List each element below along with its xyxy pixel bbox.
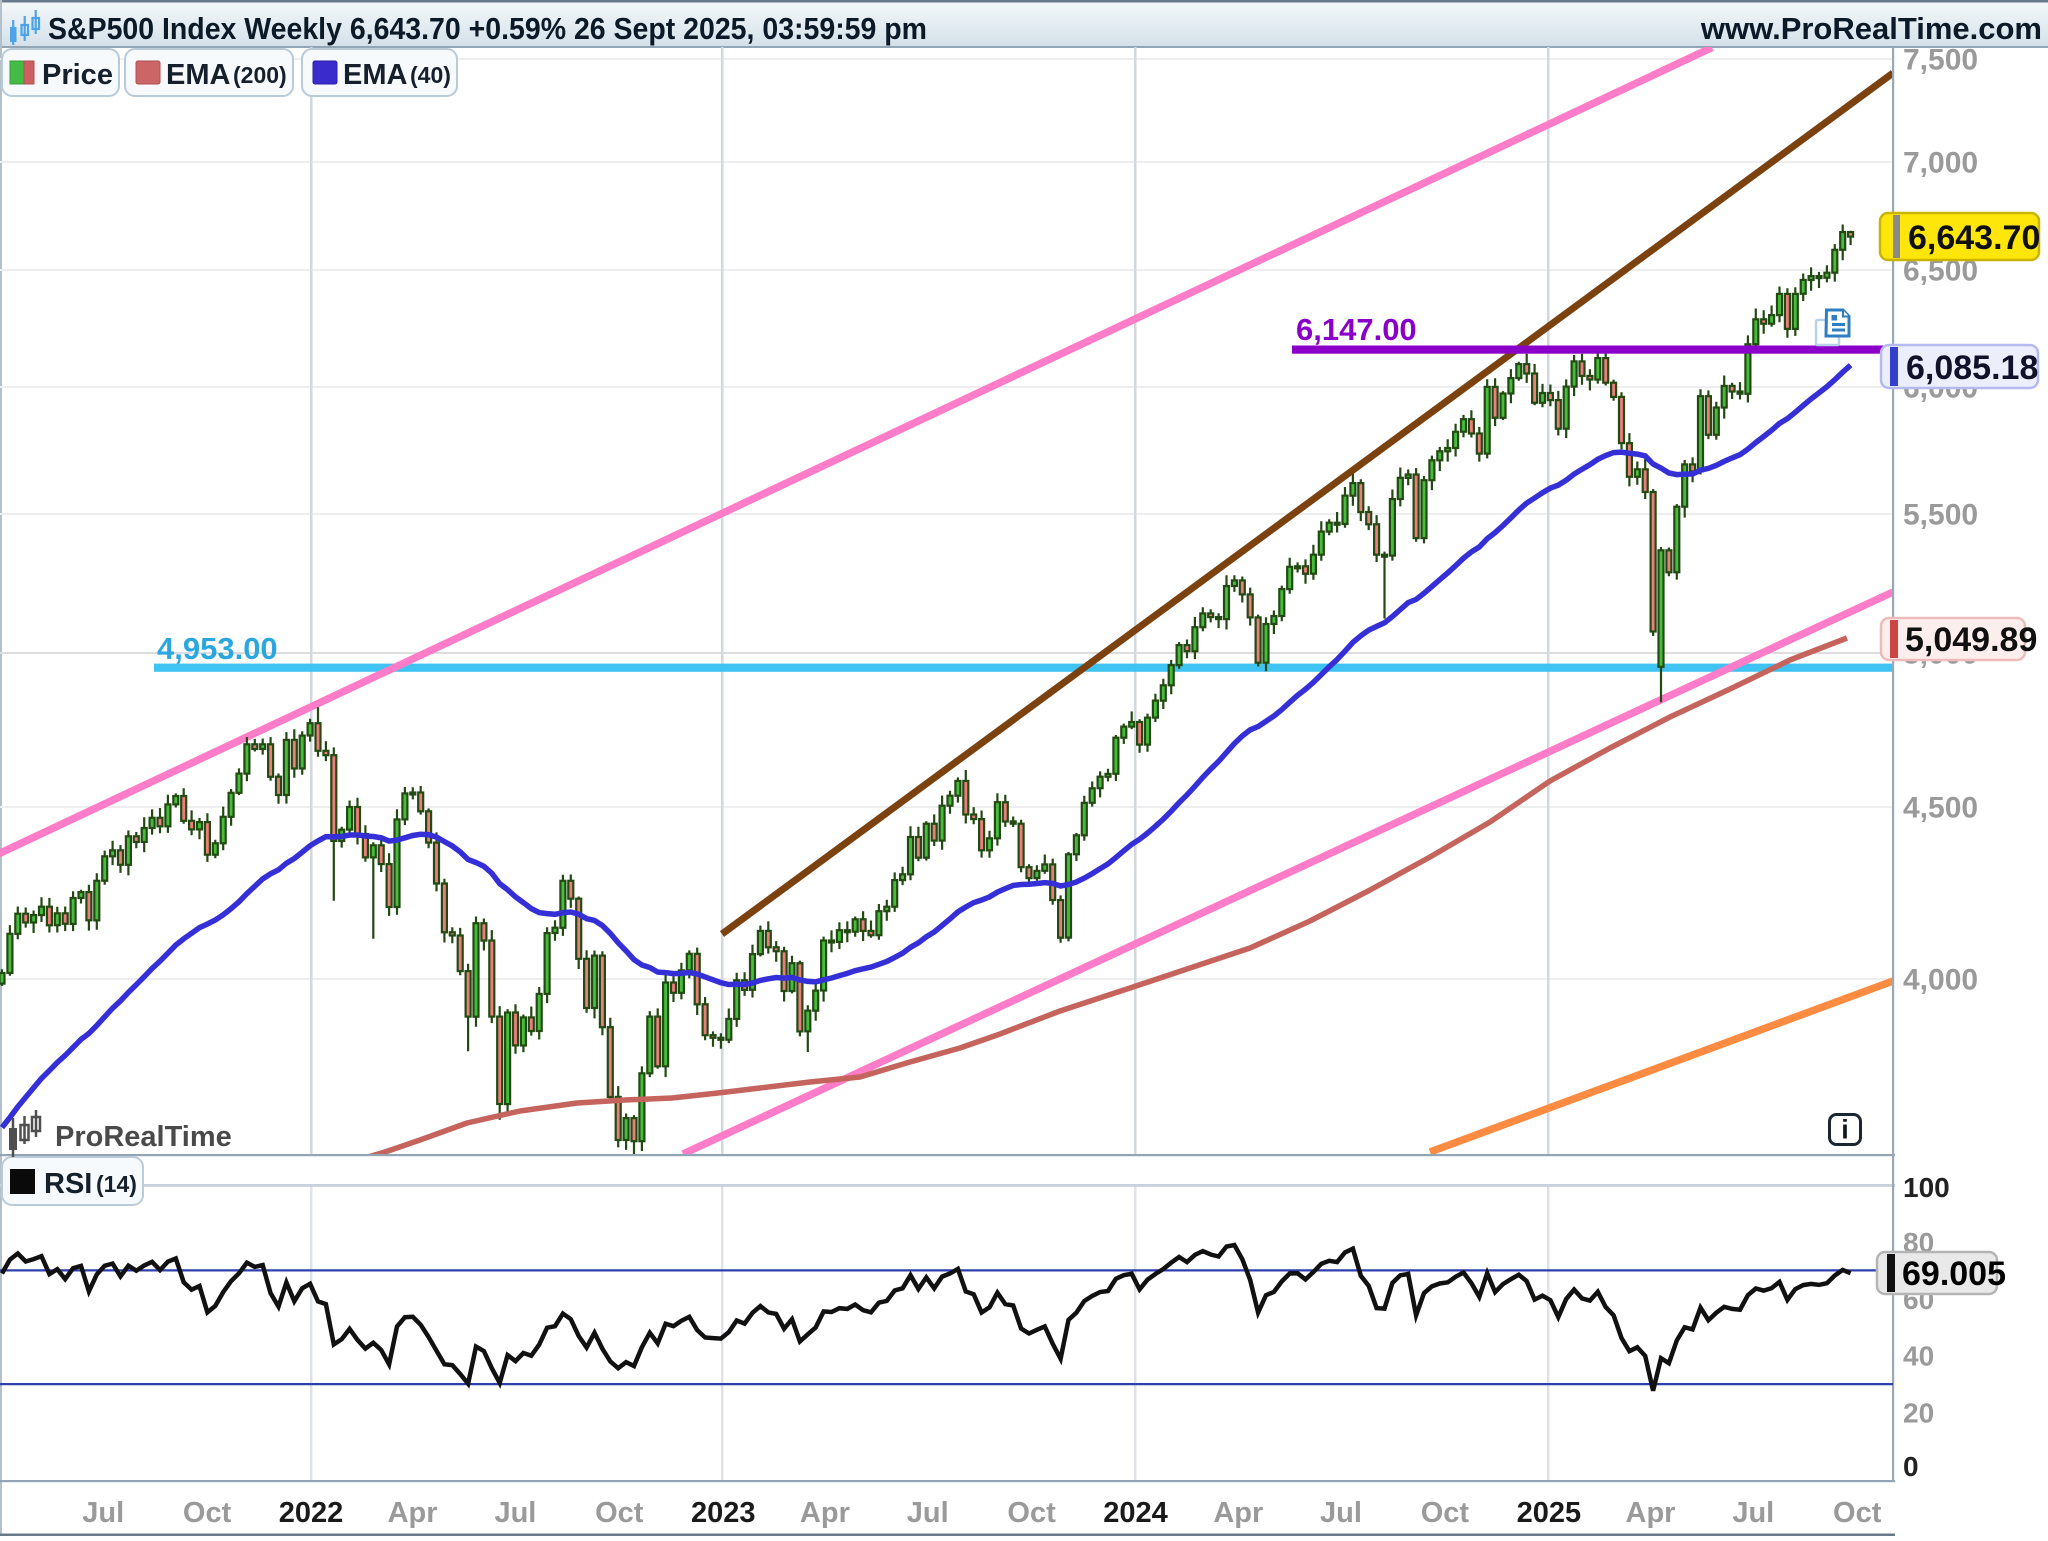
svg-text:100: 100 [1903,1172,1950,1203]
svg-text:Oct: Oct [183,1497,232,1529]
svg-text:Oct: Oct [1833,1497,1882,1529]
svg-text:Apr: Apr [1213,1497,1263,1529]
svg-text:www.ProRealTime.com: www.ProRealTime.com [1700,11,2042,46]
svg-text:EMA: EMA [166,59,231,91]
svg-text:6,643.70: 6,643.70 [1908,219,2040,257]
svg-text:(200): (200) [233,62,287,88]
svg-text:i: i [1841,1115,1849,1145]
svg-text:20: 20 [1903,1398,1934,1429]
svg-text:(14): (14) [96,1171,137,1197]
svg-text:7,500: 7,500 [1903,44,1978,77]
svg-text:Jul: Jul [82,1497,124,1529]
svg-text:69.005: 69.005 [1902,1255,2006,1293]
svg-text:Jul: Jul [1320,1497,1362,1529]
svg-text:S&P500 Index Weekly 6,643.70 +: S&P500 Index Weekly 6,643.70 +0.59% 26 S… [48,11,927,46]
svg-text:EMA: EMA [343,59,408,91]
svg-text:Apr: Apr [1626,1497,1676,1529]
svg-text:Oct: Oct [595,1497,644,1529]
svg-text:Oct: Oct [1007,1497,1056,1529]
svg-text:Apr: Apr [388,1497,438,1529]
svg-text:ProRealTime: ProRealTime [55,1121,232,1153]
svg-text:0: 0 [1903,1451,1919,1482]
svg-text:2025: 2025 [1517,1497,1582,1529]
svg-text:40: 40 [1903,1341,1934,1372]
svg-text:Jul: Jul [1732,1497,1774,1529]
svg-text:(40): (40) [410,62,451,88]
svg-text:Apr: Apr [800,1497,850,1529]
svg-text:2023: 2023 [691,1497,756,1529]
svg-text:4,000: 4,000 [1903,964,1978,997]
svg-text:5,500: 5,500 [1903,499,1978,532]
svg-text:5,049.89: 5,049.89 [1905,621,2037,659]
svg-text:Price: Price [42,59,113,91]
svg-text:RSI: RSI [44,1168,92,1200]
svg-text:4,500: 4,500 [1903,792,1978,825]
svg-text:2022: 2022 [279,1497,344,1529]
svg-text:6,085.18: 6,085.18 [1906,349,2038,387]
svg-text:7,000: 7,000 [1903,147,1978,180]
svg-text:6,147.00: 6,147.00 [1296,312,1417,347]
svg-text:2024: 2024 [1103,1497,1168,1529]
svg-text:Jul: Jul [907,1497,949,1529]
svg-text:Jul: Jul [494,1497,536,1529]
svg-text:Oct: Oct [1421,1497,1470,1529]
svg-text:4,953.00: 4,953.00 [157,631,278,666]
